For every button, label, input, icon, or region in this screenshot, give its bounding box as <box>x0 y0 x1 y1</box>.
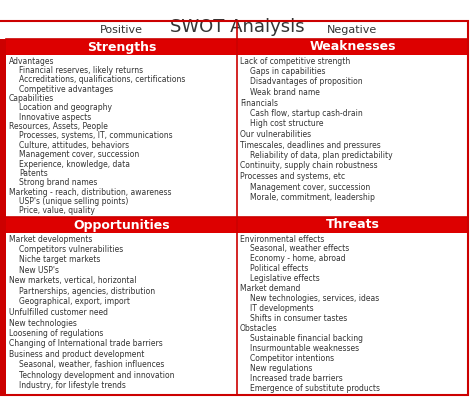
Bar <box>237 39 468 55</box>
Text: Legislative effects: Legislative effects <box>250 274 320 283</box>
Text: New technologies, services, ideas: New technologies, services, ideas <box>250 294 379 303</box>
Text: High cost structure: High cost structure <box>250 119 323 128</box>
Text: Marketing - reach, distribution, awareness: Marketing - reach, distribution, awarene… <box>9 188 172 197</box>
Text: Competitor intentions: Competitor intentions <box>250 354 334 363</box>
Text: Obstacles: Obstacles <box>240 324 278 333</box>
Text: Innovative aspects: Innovative aspects <box>19 113 91 122</box>
Text: Financial reserves, likely returns: Financial reserves, likely returns <box>19 66 143 75</box>
Text: Strong brand names: Strong brand names <box>19 178 97 187</box>
Text: Disadvantages of proposition: Disadvantages of proposition <box>250 77 363 87</box>
Text: Economy - home, abroad: Economy - home, abroad <box>250 255 346 263</box>
Text: Insurmountable weaknesses: Insurmountable weaknesses <box>250 344 359 353</box>
Text: Negative: Negative <box>328 25 378 35</box>
Text: Management cover, succession: Management cover, succession <box>250 182 370 192</box>
Text: Capabilities: Capabilities <box>9 94 54 103</box>
Text: Unfulfilled customer need: Unfulfilled customer need <box>9 308 108 317</box>
Text: Technology development and innovation: Technology development and innovation <box>19 371 174 380</box>
Text: Threats: Threats <box>326 219 380 231</box>
Bar <box>6 21 237 39</box>
Text: External: External <box>0 281 2 331</box>
Bar <box>6 39 237 55</box>
Text: New markets, vertical, horizontal: New markets, vertical, horizontal <box>9 277 137 286</box>
Bar <box>6 233 237 395</box>
Text: Loosening of regulations: Loosening of regulations <box>9 329 103 338</box>
Text: IT developments: IT developments <box>250 304 314 313</box>
Text: Management cover, succession: Management cover, succession <box>19 150 139 159</box>
Text: Increased trade barriers: Increased trade barriers <box>250 373 343 383</box>
Text: Shifts in consumer tastes: Shifts in consumer tastes <box>250 314 347 323</box>
Text: Competitors vulnerabilities: Competitors vulnerabilities <box>19 245 123 254</box>
Text: New regulations: New regulations <box>250 364 312 373</box>
Text: Business and product development: Business and product development <box>9 350 145 359</box>
Bar <box>237 233 468 395</box>
Bar <box>237 55 468 217</box>
Text: Reliability of data, plan predictability: Reliability of data, plan predictability <box>250 151 392 160</box>
Text: Market developments: Market developments <box>9 235 92 243</box>
Text: Political effects: Political effects <box>250 264 309 273</box>
Text: Seasonal, weather, fashion influences: Seasonal, weather, fashion influences <box>19 361 164 369</box>
Text: Experience, knowledge, data: Experience, knowledge, data <box>19 160 130 168</box>
Text: Morale, commitment, leadership: Morale, commitment, leadership <box>250 193 375 202</box>
Text: Seasonal, weather effects: Seasonal, weather effects <box>250 245 349 253</box>
Text: Cash flow, startup cash-drain: Cash flow, startup cash-drain <box>250 109 363 118</box>
Text: Processes, systems, IT, communications: Processes, systems, IT, communications <box>19 131 173 140</box>
Text: USP's (unique selling points): USP's (unique selling points) <box>19 197 128 206</box>
Text: Opportunities: Opportunities <box>73 219 170 231</box>
Text: Culture, attitudes, behaviors: Culture, attitudes, behaviors <box>19 141 129 150</box>
Text: Continuity, supply chain robustness: Continuity, supply chain robustness <box>240 162 378 170</box>
Text: Our vulnerabilities: Our vulnerabilities <box>240 130 311 139</box>
Text: Patents: Patents <box>19 169 48 178</box>
Text: Internal: Internal <box>0 105 2 151</box>
Text: Timescales, deadlines and pressures: Timescales, deadlines and pressures <box>240 140 381 150</box>
Bar <box>237 217 468 233</box>
Text: Competitive advantages: Competitive advantages <box>19 85 113 94</box>
Bar <box>6 217 237 233</box>
Text: Geographical, export, import: Geographical, export, import <box>19 298 130 306</box>
Text: Partnerships, agencies, distribution: Partnerships, agencies, distribution <box>19 287 155 296</box>
Text: Price, value, quality: Price, value, quality <box>19 206 95 215</box>
Text: Environmental effects: Environmental effects <box>240 235 324 243</box>
Text: Industry, for lifestyle trends: Industry, for lifestyle trends <box>19 381 126 391</box>
Bar <box>237 21 468 39</box>
Text: Advantages: Advantages <box>9 57 55 65</box>
Bar <box>6 55 237 217</box>
Text: New technologies: New technologies <box>9 318 77 328</box>
Text: Emergence of substitute products: Emergence of substitute products <box>250 383 380 393</box>
Text: Processes and systems, etc: Processes and systems, etc <box>240 172 345 181</box>
Text: Gaps in capabilities: Gaps in capabilities <box>250 67 326 76</box>
Text: Weaknesses: Weaknesses <box>309 41 396 53</box>
Text: Positive: Positive <box>100 25 143 35</box>
Text: Niche target markets: Niche target markets <box>19 255 100 265</box>
Text: Strengths: Strengths <box>87 41 156 53</box>
Text: SWOT Analysis: SWOT Analysis <box>170 18 304 36</box>
Text: Resources, Assets, People: Resources, Assets, People <box>9 122 108 131</box>
Bar <box>0 217 6 395</box>
Text: Changing of International trade barriers: Changing of International trade barriers <box>9 340 163 348</box>
Text: Market demand: Market demand <box>240 284 301 293</box>
Text: Location and geography: Location and geography <box>19 103 112 113</box>
Text: New USP's: New USP's <box>19 266 59 275</box>
Text: Financials: Financials <box>240 99 278 107</box>
Bar <box>0 39 6 217</box>
Text: Lack of competitive strength: Lack of competitive strength <box>240 57 350 65</box>
Text: Accreditations, qualifications, certifications: Accreditations, qualifications, certific… <box>19 75 185 84</box>
Text: Sustainable financial backing: Sustainable financial backing <box>250 334 363 343</box>
Text: Weak brand name: Weak brand name <box>250 88 320 97</box>
